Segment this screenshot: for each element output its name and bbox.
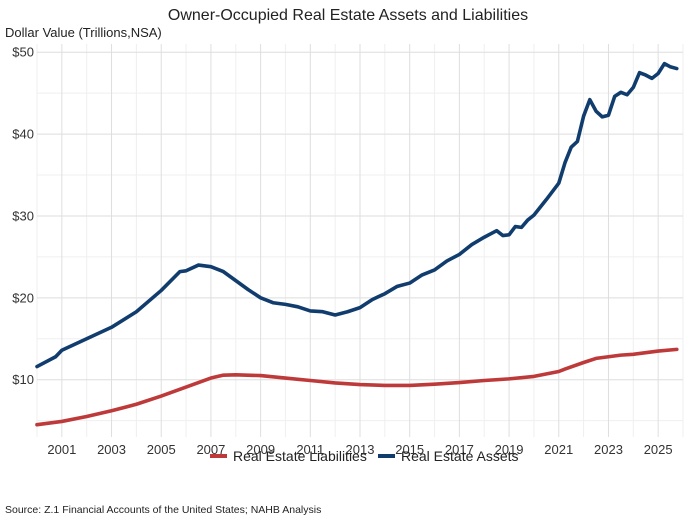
x-tick-label: 2001	[47, 442, 76, 457]
x-tick-label: 2021	[544, 442, 573, 457]
x-tick-label: 2005	[147, 442, 176, 457]
y-axis-ticks: $10 $20 $30 $40 $50	[12, 45, 34, 388]
x-tick-label: 2017	[445, 442, 474, 457]
y-axis-label: Dollar Value (Trillions,NSA)	[5, 25, 162, 40]
y-tick-label: $10	[12, 372, 34, 387]
x-tick-label: 2003	[97, 442, 126, 457]
x-tick-label: 2023	[594, 442, 623, 457]
x-tick-label: 2011	[296, 442, 324, 457]
x-tick-label: 2025	[644, 442, 673, 457]
series-line-assets	[35, 61, 679, 369]
major-gridlines	[37, 44, 683, 437]
series-lines	[35, 61, 679, 427]
chart-title: Owner-Occupied Real Estate Assets and Li…	[168, 7, 528, 24]
x-tick-label: 2007	[196, 442, 225, 457]
y-tick-label: $30	[12, 208, 34, 223]
x-tick-label: 2015	[395, 442, 424, 457]
x-tick-label: 2019	[495, 442, 524, 457]
x-axis-ticks: 2001 2003 2005 2007 2009 2011 2013 2015 2017 2019…	[47, 442, 672, 457]
x-tick-label: 2013	[346, 442, 375, 457]
legend: Real Estate Liabilities Real Estate Asse…	[210, 448, 519, 464]
legend-label-assets: Real Estate Assets	[401, 448, 519, 464]
plot-area: 2001 2003 2005 2007 2009 2011 2013 2015 2017 2019…	[12, 44, 684, 457]
y-tick-label: $40	[12, 127, 34, 142]
y-tick-label: $50	[12, 45, 34, 60]
x-tick-label: 2009	[246, 442, 275, 457]
series-line-liabilities	[35, 347, 679, 427]
legend-item-liabilities: Real Estate Liabilities	[210, 448, 367, 464]
legend-item-assets: Real Estate Assets	[378, 448, 519, 464]
y-tick-label: $20	[12, 290, 34, 305]
source-note: Source: Z.1 Financial Accounts of the Un…	[5, 504, 321, 516]
legend-label-liabilities: Real Estate Liabilities	[233, 448, 367, 464]
